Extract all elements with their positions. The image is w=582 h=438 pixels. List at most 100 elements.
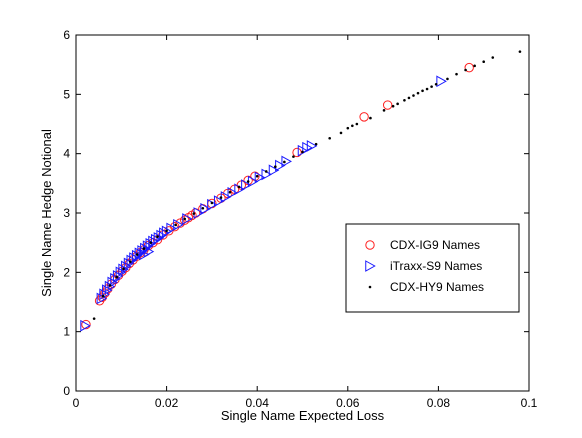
y-axis-ticks: 0 1 2 3 4 5 6 xyxy=(63,28,529,398)
hy9-point xyxy=(108,284,112,287)
legend-box xyxy=(345,223,520,313)
itraxx-point xyxy=(110,273,121,285)
itraxx-point xyxy=(104,280,116,293)
legend: CDX-IG9 Names iTraxx-S9 Names CDX-HY9 Name… xyxy=(345,223,520,313)
itraxx-point xyxy=(281,155,292,168)
hy9-point xyxy=(156,235,159,239)
itraxx-point xyxy=(102,284,113,296)
x-tick-label: 0.04 xyxy=(246,396,270,410)
ig9-point xyxy=(292,147,302,158)
hy9-point xyxy=(346,126,350,130)
hy9-point xyxy=(292,155,295,158)
legend-marker xyxy=(365,260,376,272)
ig9-point xyxy=(382,100,393,110)
hy9-point xyxy=(149,241,153,244)
itraxx-point xyxy=(140,242,151,255)
hy9-point xyxy=(328,136,331,140)
hy9-point xyxy=(183,217,187,221)
itraxx-point xyxy=(129,252,140,264)
hy9-point xyxy=(142,247,146,250)
itraxx-point xyxy=(80,319,91,332)
hy9-point xyxy=(129,260,132,263)
hy9-point xyxy=(416,91,420,95)
itraxx-point xyxy=(131,249,143,262)
legend-marker xyxy=(368,285,372,289)
hy9-point xyxy=(210,201,214,205)
itraxx-point xyxy=(227,186,239,199)
itraxx-point xyxy=(112,270,124,282)
itraxx-point xyxy=(182,213,193,225)
itraxx-point xyxy=(126,254,138,267)
y-tick-label: 6 xyxy=(63,28,70,42)
ig9-point xyxy=(464,62,474,73)
itraxx-point xyxy=(143,245,155,258)
legend-label: CDX-HY9 Names xyxy=(390,280,484,294)
itraxx-point xyxy=(200,202,211,215)
y-tick-label: 3 xyxy=(63,206,70,220)
hy9-point xyxy=(314,142,318,146)
x-tick-label: 0.08 xyxy=(427,396,451,410)
hy9-point xyxy=(446,77,449,81)
itraxx-point xyxy=(145,238,157,250)
plot-frame xyxy=(75,34,530,392)
y-tick-label: 2 xyxy=(63,265,70,279)
itraxx-point xyxy=(306,140,318,152)
hy9-point xyxy=(174,223,177,227)
itraxx-point xyxy=(115,266,127,279)
itraxx-point xyxy=(107,276,119,289)
legend-label: CDX-IG9 Names xyxy=(390,238,480,252)
itraxx-point xyxy=(173,219,184,231)
itraxx-point xyxy=(153,232,165,244)
hy9-point xyxy=(464,68,467,72)
hy9-point xyxy=(518,50,522,53)
x-axis-label: Single Name Expected Loss xyxy=(221,408,385,423)
itraxx-point xyxy=(96,292,108,305)
hy9-point xyxy=(339,131,343,135)
hy9-point xyxy=(283,160,286,164)
hy9-point xyxy=(355,122,359,126)
y-axis-label: Single Name Hedge Notional xyxy=(39,129,54,297)
data-points xyxy=(80,50,522,332)
hy9-point xyxy=(274,165,277,169)
itraxx-point xyxy=(213,195,225,207)
x-tick-label: 0 xyxy=(73,396,80,410)
legend-label: iTraxx-S9 Names xyxy=(390,259,482,273)
x-tick-label: 0.06 xyxy=(336,396,360,410)
hy9-point xyxy=(115,275,119,279)
itraxx-point xyxy=(268,164,280,177)
hy9-point xyxy=(255,174,259,178)
hy9-point xyxy=(92,317,96,320)
y-tick-label: 0 xyxy=(63,384,70,398)
itraxx-point xyxy=(436,75,447,88)
hy9-point xyxy=(425,87,429,91)
x-tick-label: 0.1 xyxy=(521,396,538,410)
itraxx-point xyxy=(121,260,132,273)
hy9-point xyxy=(237,185,241,189)
itraxx-point xyxy=(99,288,110,301)
hy9-point xyxy=(407,96,411,100)
hy9-point xyxy=(430,85,433,88)
hy9-point xyxy=(101,294,105,298)
hy9-point xyxy=(351,124,354,128)
itraxx-point xyxy=(166,222,177,235)
x-tick-label: 0.02 xyxy=(155,396,179,410)
hy9-point xyxy=(396,102,399,106)
hy9-point xyxy=(403,98,406,102)
hy9-point xyxy=(192,212,196,215)
hy9-point xyxy=(201,206,205,210)
ig9-point xyxy=(359,112,369,122)
hy9-point xyxy=(246,180,250,183)
hy9-point xyxy=(228,190,232,194)
plot-area: 0 0.02 0.04 0.06 0.08 0.1 0 1 2 3 4 5 6 xyxy=(63,28,537,410)
hy9-point xyxy=(491,56,495,59)
y-tick-label: 1 xyxy=(63,325,70,339)
hy9-point xyxy=(122,267,125,271)
hy9-point xyxy=(391,104,395,108)
itraxx-point xyxy=(254,171,266,184)
hy9-point xyxy=(219,196,223,199)
hy9-point xyxy=(412,94,415,97)
series-hy9 xyxy=(92,50,522,320)
ig9-point xyxy=(81,319,91,330)
y-tick-label: 4 xyxy=(63,147,70,161)
itraxx-point xyxy=(137,245,148,257)
